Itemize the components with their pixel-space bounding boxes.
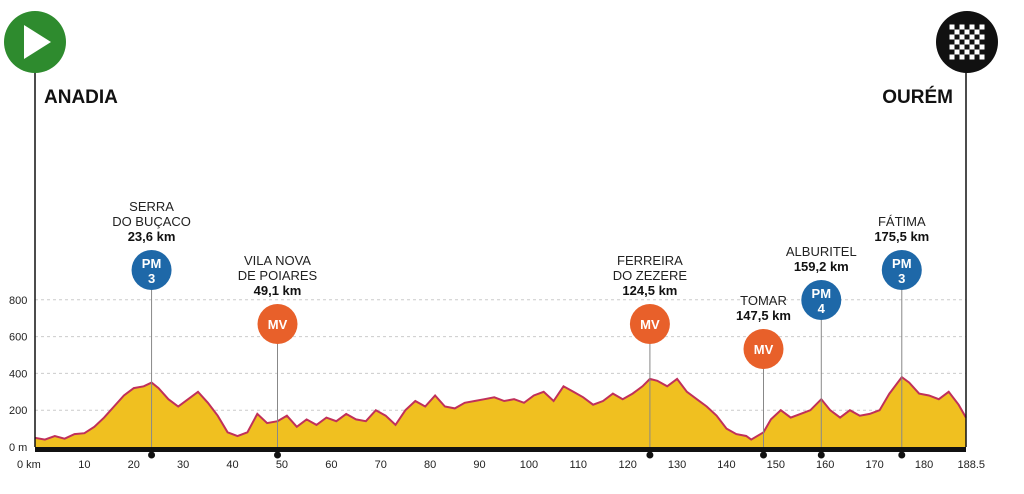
marker-dot	[760, 451, 768, 459]
x-tick-label: 60	[325, 459, 337, 471]
start-icon	[4, 11, 66, 73]
marker-code: PM	[892, 256, 912, 271]
marker-km-label: 124,5 km	[622, 283, 677, 298]
start-location-label: ANADIA	[44, 87, 118, 108]
marker-badge	[257, 304, 298, 344]
elevation-profile-line	[34, 375, 967, 441]
marker-code: PM	[142, 256, 162, 271]
marker-name-label: ALBURITEL	[786, 244, 857, 259]
y-axis-ticks: 0 m 200 400 600 800	[9, 295, 27, 454]
marker-name-label: TOMAR	[740, 293, 787, 308]
x-tick-label: 188.5	[957, 459, 985, 471]
y-tick-label: 400	[9, 368, 27, 380]
marker-dot	[274, 451, 282, 459]
checkered-flag-icon	[949, 24, 985, 60]
marker-category: 4	[818, 301, 826, 316]
marker-km-label: 175,5 km	[874, 229, 929, 244]
x-tick-label: 80	[424, 459, 436, 471]
marker-km-label: 147,5 km	[736, 308, 791, 323]
y-tick-label: 200	[9, 405, 27, 417]
elevation-profile-area	[35, 377, 966, 447]
marker-code: MV	[754, 342, 774, 357]
y-tick-label: 600	[9, 332, 27, 344]
marker-dot	[646, 451, 654, 459]
marker-km-label: 159,2 km	[794, 259, 849, 274]
marker-name-label: DO BUÇACO	[112, 214, 191, 229]
marker-code: MV	[640, 317, 660, 332]
play-icon	[24, 25, 51, 59]
marker-badge	[881, 250, 922, 290]
marker-badge	[629, 304, 670, 344]
x-tick-label: 100	[520, 459, 538, 471]
marker-name-label: FÁTIMA	[878, 214, 926, 229]
x-tick-label: 70	[375, 459, 387, 471]
marker-dot	[148, 451, 156, 459]
marker-badge	[801, 280, 842, 320]
marker-badge	[743, 329, 784, 369]
x-tick-label: 170	[865, 459, 883, 471]
x-tick-label: 0 km	[17, 459, 41, 471]
x-tick-label: 160	[816, 459, 834, 471]
marker-category: 3	[898, 271, 905, 286]
x-tick-label: 130	[668, 459, 686, 471]
marker-km-label: 49,1 km	[254, 283, 302, 298]
x-tick-label: 110	[570, 459, 588, 471]
x-axis-ticks: 0 km 10 20 30 40 50 60 70 80 90 100 110 120 130 140 150…	[17, 459, 985, 471]
x-tick-label: 40	[226, 459, 238, 471]
marker-code: MV	[268, 317, 288, 332]
x-tick-label: 20	[128, 459, 140, 471]
finish-icon	[936, 11, 998, 73]
x-axis-baseline	[35, 447, 966, 452]
marker-category: 3	[148, 271, 155, 286]
x-tick-label: 140	[717, 459, 735, 471]
x-tick-label: 30	[177, 459, 189, 471]
finish-location-label: OURÉM	[882, 86, 953, 108]
marker-badge	[131, 250, 172, 290]
marker-km-label: 23,6 km	[128, 229, 176, 244]
x-tick-label: 50	[276, 459, 288, 471]
x-tick-label: 10	[78, 459, 90, 471]
x-tick-label: 90	[473, 459, 485, 471]
x-tick-label: 180	[915, 459, 933, 471]
y-tick-label: 0 m	[9, 442, 27, 454]
x-tick-label: 150	[767, 459, 785, 471]
marker-name-label: SERRA	[129, 199, 174, 214]
marker-name-label: FERREIRA	[617, 253, 683, 268]
marker-name-label: DO ZEZERE	[613, 268, 688, 283]
marker-dot	[898, 451, 906, 459]
marker-code: PM	[812, 286, 832, 301]
marker-dot	[817, 451, 825, 459]
x-tick-label: 120	[618, 459, 636, 471]
y-tick-label: 800	[9, 295, 27, 307]
marker-name-label: VILA NOVA	[244, 253, 311, 268]
marker-name-label: DE POIARES	[238, 268, 318, 283]
